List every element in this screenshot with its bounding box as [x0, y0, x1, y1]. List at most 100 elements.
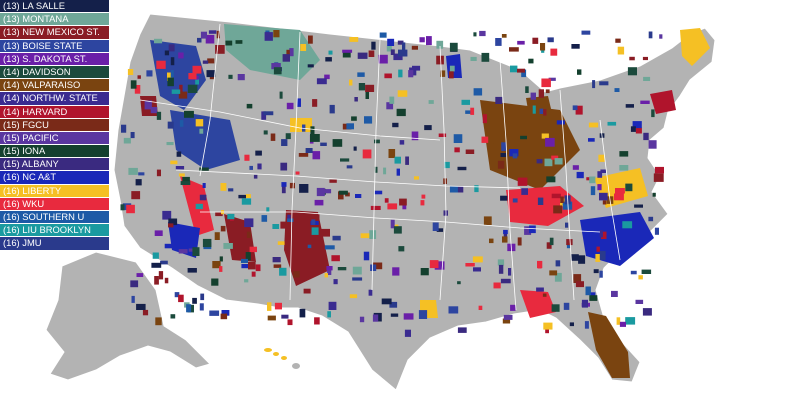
county-patch [264, 32, 273, 41]
county-patch [316, 187, 325, 197]
county-patch [379, 32, 387, 38]
county-patch [187, 268, 197, 273]
county-patch [310, 134, 320, 142]
county-patch [299, 184, 309, 193]
county-patch [363, 251, 370, 261]
county-patch [261, 215, 268, 222]
county-patch [546, 242, 552, 249]
county-patch [550, 48, 558, 56]
county-patch [346, 165, 353, 169]
county-patch [170, 314, 176, 319]
county-patch [498, 264, 504, 274]
county-patch [178, 249, 188, 254]
county-patch [384, 198, 389, 203]
county-patch [255, 150, 262, 156]
county-patch [629, 56, 635, 61]
county-patch [398, 246, 405, 252]
county-patch [184, 110, 194, 118]
county-patch [408, 70, 414, 78]
county-patch [652, 192, 656, 197]
county-patch [349, 294, 358, 299]
legend-item: (13) NEW MEXICO ST. [0, 26, 109, 40]
county-patch [223, 243, 233, 249]
county-patch [170, 57, 175, 66]
county-patch [299, 308, 306, 318]
legend-item: (15) ALBANY [0, 158, 109, 172]
county-patch [521, 188, 528, 195]
county-patch [530, 92, 536, 100]
county-patch [619, 321, 626, 327]
county-patch [246, 231, 251, 238]
county-patch [635, 127, 642, 134]
county-patch [156, 169, 161, 177]
county-patch [597, 171, 603, 178]
county-patch [398, 69, 403, 78]
county-patch [195, 119, 204, 127]
county-patch [615, 188, 625, 194]
county-patch [152, 252, 159, 259]
florida-brown [588, 312, 630, 378]
county-patch [135, 179, 142, 186]
county-patch [641, 269, 652, 274]
county-patch [501, 34, 507, 38]
county-patch [537, 260, 543, 269]
county-patch [599, 270, 603, 278]
county-patch [549, 270, 558, 276]
county-patch [424, 125, 432, 131]
county-patch [571, 254, 579, 261]
county-patch [146, 70, 153, 77]
county-patch [315, 214, 320, 220]
county-patch [482, 114, 487, 124]
hawaii [264, 348, 300, 369]
county-patch [394, 156, 401, 164]
county-patch [362, 149, 372, 159]
legend-item: (15) FGCU [0, 118, 109, 132]
county-patch [307, 244, 312, 249]
county-patch [192, 65, 202, 74]
county-patch [541, 78, 551, 88]
county-patch [220, 225, 226, 232]
county-patch [642, 308, 652, 316]
county-patch [599, 230, 603, 238]
county-patch [357, 72, 365, 77]
county-patch [388, 149, 396, 158]
county-patch [274, 302, 282, 310]
county-patch [500, 153, 507, 157]
county-patch [328, 50, 333, 55]
county-patch [211, 278, 219, 286]
county-patch [420, 268, 429, 276]
county-patch [503, 229, 508, 235]
county-patch [325, 57, 332, 62]
county-patch [404, 329, 411, 337]
county-patch [508, 268, 512, 276]
county-patch [353, 146, 357, 151]
county-patch [358, 83, 366, 91]
county-patch [497, 160, 505, 169]
county-patch [642, 56, 648, 61]
county-patch [542, 293, 547, 297]
county-patch [577, 69, 582, 75]
county-patch [281, 182, 287, 187]
county-patch [381, 298, 392, 305]
county-patch [215, 45, 225, 54]
county-patch [632, 121, 642, 129]
county-patch [495, 96, 503, 104]
county-patch [503, 232, 508, 241]
county-patch [372, 262, 383, 270]
county-patch [298, 153, 309, 157]
county-patch [270, 133, 276, 141]
county-patch [537, 197, 544, 205]
county-patch [160, 260, 168, 265]
county-patch [208, 30, 217, 34]
county-patch [635, 299, 644, 304]
county-patch [387, 203, 398, 210]
county-patch [331, 255, 340, 262]
county-patch [659, 34, 663, 39]
county-patch [287, 319, 293, 326]
county-patch [444, 161, 450, 169]
county-patch [136, 273, 144, 277]
county-patch [428, 100, 434, 104]
county-patch [188, 73, 197, 80]
county-patch [136, 303, 146, 310]
county-patch [630, 270, 637, 275]
